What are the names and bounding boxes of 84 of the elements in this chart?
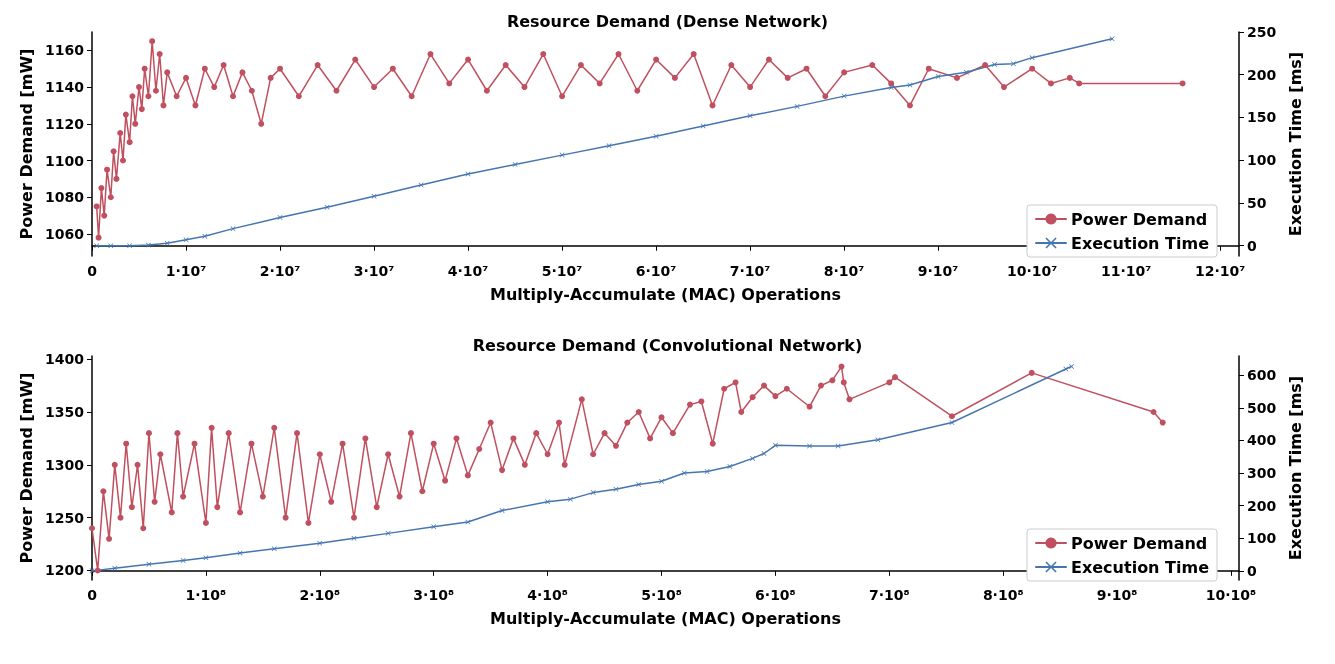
x-tick-label: 9·10⁸ <box>1096 587 1138 603</box>
point <box>1029 55 1035 61</box>
x-tick-label: 5·10⁸ <box>641 587 682 603</box>
y2-tick-label: 400 <box>1247 432 1277 449</box>
point <box>545 499 551 505</box>
point <box>512 162 518 168</box>
x-tick-label: 1·10⁸ <box>185 587 227 603</box>
point <box>727 464 733 470</box>
chart-title: Resource Demand (Dense Network) <box>506 11 829 31</box>
x-axis-title: Multiply-Accumulate (MAC) Operations <box>490 284 841 304</box>
y-tick-label: 1300 <box>45 456 85 473</box>
y2-axis-title: Execution Time [ms] <box>1285 51 1305 237</box>
y2-tick-label: 0 <box>1247 237 1257 254</box>
point <box>772 442 778 448</box>
x-tick-label: 6·10⁷ <box>635 263 677 279</box>
x-tick-label: 3·10⁷ <box>353 263 395 279</box>
x-tick-label: 2·10⁷ <box>259 263 301 279</box>
point <box>127 243 133 249</box>
y-tick-label: 1350 <box>45 404 85 420</box>
y-tick-label: 1120 <box>45 115 85 132</box>
x-axis-title: Multiply-Accumulate (MAC) Operations <box>490 608 841 628</box>
x-tick-label: 12·10⁷ <box>1194 263 1246 279</box>
point <box>202 233 208 239</box>
x-tick-label: 0 <box>87 263 98 279</box>
point <box>992 61 998 67</box>
y2-tick-label: 600 <box>1247 367 1277 384</box>
x-tick-label: 0 <box>87 587 98 603</box>
y-tick-label: 1080 <box>45 189 85 206</box>
y2-tick-label: 50 <box>1247 194 1267 211</box>
point <box>949 420 955 426</box>
point <box>888 85 894 91</box>
point <box>1069 363 1075 369</box>
y-tick-label: 1140 <box>45 79 85 96</box>
point <box>659 478 665 484</box>
point <box>271 546 277 552</box>
y-tick-label: 1250 <box>45 509 85 526</box>
y2-tick-label: 250 <box>1247 24 1277 40</box>
x-tick-label: 10·10⁸ <box>1205 587 1257 603</box>
x-tick-label: 1·10⁷ <box>165 263 207 279</box>
point <box>935 73 941 79</box>
x-tick-label: 2·10⁸ <box>299 587 341 603</box>
point <box>567 496 573 502</box>
legend-label: Power Demand <box>1071 533 1208 553</box>
y-tick-label: 1160 <box>45 42 85 59</box>
x-tick-label: 4·10⁷ <box>447 263 489 279</box>
y2-tick-label: 300 <box>1247 465 1277 482</box>
y2-tick-label: 200 <box>1247 497 1277 514</box>
point <box>750 455 756 461</box>
x-tick-label: 9·10⁷ <box>917 263 959 279</box>
chart-title: Resource Demand (Convolutional Network) <box>472 335 863 355</box>
legend-label: Power Demand <box>1071 209 1208 229</box>
y-tick-label: 1400 <box>45 351 85 368</box>
x-tick-label: 5·10⁷ <box>541 263 583 279</box>
legend-label: Execution Time <box>1071 233 1210 253</box>
x-tick-label: 10·10⁷ <box>1006 263 1058 279</box>
x-tick-label: 8·10⁸ <box>982 587 1024 603</box>
y2-tick-label: 500 <box>1247 399 1277 416</box>
x-tick-label: 3·10⁸ <box>413 587 455 603</box>
y2-tick-label: 200 <box>1247 66 1277 83</box>
legend-label: Execution Time <box>1071 557 1210 577</box>
y2-axis-title: Execution Time [ms] <box>1285 375 1305 561</box>
x-tick-label: 7·10⁸ <box>868 587 910 603</box>
x-tick-label: 6·10⁸ <box>755 587 796 603</box>
y2-tick-label: 100 <box>1247 530 1277 547</box>
y2-tick-label: 100 <box>1247 152 1277 169</box>
y2-tick-label: 150 <box>1247 109 1277 126</box>
x-tick-label: 7·10⁷ <box>729 263 771 279</box>
y-axis-title: Power Demand [mW] <box>16 372 36 564</box>
x-tick-label: 4·10⁸ <box>527 587 568 603</box>
point <box>145 242 151 248</box>
point <box>385 530 391 536</box>
point <box>180 557 186 563</box>
point <box>1010 61 1016 67</box>
y-axis-title: Power Demand [mW] <box>16 48 36 240</box>
point <box>590 490 596 496</box>
x-tick-label: 8·10⁷ <box>823 263 865 279</box>
y2-tick-label: 0 <box>1247 562 1257 579</box>
y-tick-label: 1100 <box>45 152 85 169</box>
y-tick-label: 1060 <box>45 225 85 242</box>
point <box>963 69 969 75</box>
y-tick-label: 1200 <box>45 562 85 579</box>
x-tick-label: 11·10⁷ <box>1100 263 1152 279</box>
point <box>277 215 283 221</box>
point <box>636 481 642 487</box>
